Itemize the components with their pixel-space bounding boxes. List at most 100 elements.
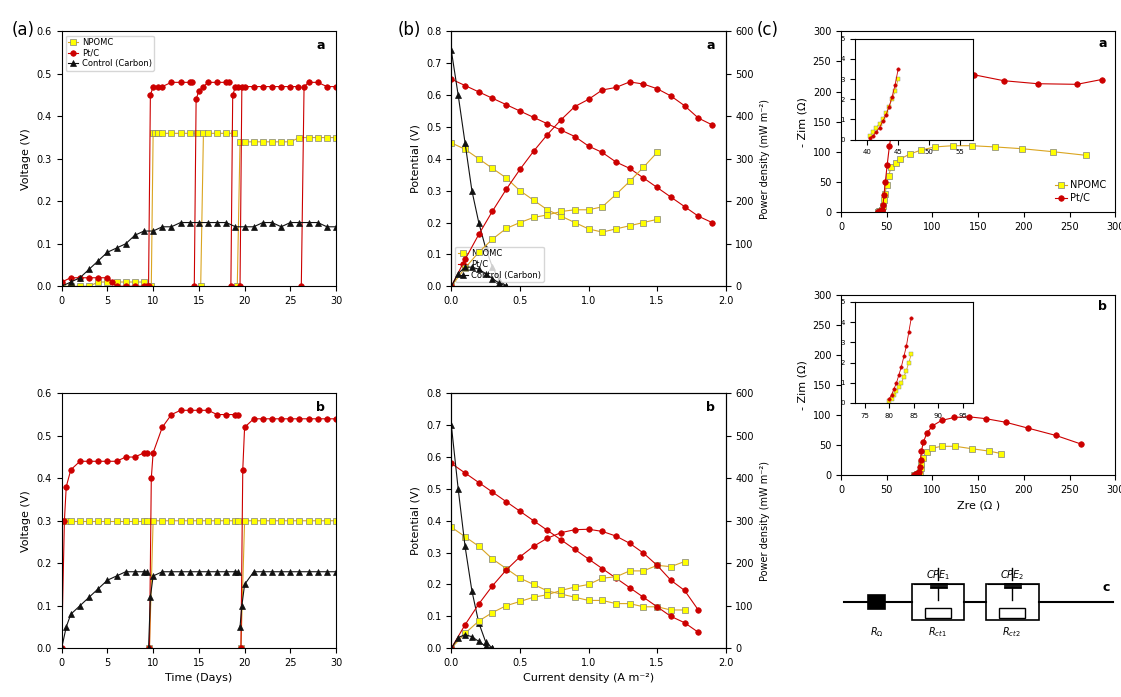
Pt/C [650, 183, 664, 192]
X-axis label: Time (Days): Time (Days) [165, 673, 232, 684]
Line: Pt/C: Pt/C [448, 77, 715, 225]
NPOMC [876, 206, 889, 214]
Y-axis label: Voltage (V): Voltage (V) [21, 490, 31, 551]
Control (Carbon) [479, 244, 492, 252]
NPOMC [595, 228, 609, 236]
Pt/C [485, 94, 499, 102]
Text: $R_{ct2}$: $R_{ct2}$ [1002, 625, 1021, 638]
NPOMC [527, 196, 540, 204]
NPOMC [874, 206, 888, 215]
NPOMC [928, 143, 942, 151]
Text: c: c [1103, 581, 1110, 594]
NPOMC [884, 162, 898, 171]
Control (Carbon) [192, 218, 205, 227]
Legend: NPOMC, Pt/C, Control (Carbon): NPOMC, Pt/C, Control (Carbon) [66, 36, 155, 71]
Pt/C [872, 208, 886, 216]
Pt/C [878, 191, 891, 199]
Text: a: a [706, 39, 715, 52]
NPOMC [458, 145, 472, 153]
Control (Carbon) [220, 218, 233, 227]
NPOMC [101, 278, 114, 286]
Pt/C [513, 107, 527, 115]
NPOMC [568, 218, 582, 227]
Control (Carbon) [452, 91, 465, 99]
Control (Carbon) [165, 222, 178, 231]
NPOMC [55, 282, 68, 291]
NPOMC [893, 155, 907, 163]
Pt/C [73, 274, 86, 282]
NPOMC [915, 146, 928, 154]
NPOMC [485, 164, 499, 173]
NPOMC [623, 222, 637, 230]
NPOMC [1047, 148, 1060, 156]
Pt/C [664, 193, 677, 201]
NPOMC [880, 181, 893, 189]
NPOMC [128, 278, 141, 286]
Line: NPOMC: NPOMC [876, 143, 1088, 215]
Text: a: a [1099, 37, 1108, 49]
Control (Carbon) [229, 222, 242, 231]
Control (Carbon) [247, 222, 260, 231]
Bar [999, 608, 1025, 618]
Control (Carbon) [73, 274, 86, 282]
Legend: NPOMC, Pt/C, Control (Carbon): NPOMC, Pt/C, Control (Carbon) [455, 247, 544, 282]
Pt/C [445, 75, 458, 84]
NPOMC [878, 196, 891, 204]
Control (Carbon) [119, 240, 132, 248]
Legend: NPOMC, Pt/C: NPOMC, Pt/C [1051, 176, 1111, 207]
Line: Control (Carbon): Control (Carbon) [448, 47, 509, 289]
Pt/C [458, 82, 472, 90]
Pt/C [705, 218, 719, 227]
Y-axis label: Power density (mW m⁻²): Power density (mW m⁻²) [760, 99, 769, 219]
Pt/C [678, 202, 692, 210]
Control (Carbon) [445, 46, 458, 54]
NPOMC [946, 141, 960, 150]
NPOMC [609, 224, 622, 233]
NPOMC [73, 282, 86, 291]
NPOMC [513, 187, 527, 195]
NPOMC [110, 278, 123, 286]
Control (Carbon) [211, 218, 224, 227]
Text: a: a [316, 39, 325, 52]
Text: $R_\Omega$: $R_\Omega$ [870, 625, 883, 638]
Control (Carbon) [128, 231, 141, 240]
NPOMC [445, 139, 458, 147]
Control (Carbon) [302, 218, 315, 227]
Pt/C [874, 206, 888, 215]
NPOMC [988, 143, 1001, 151]
Pt/C [137, 282, 150, 291]
Pt/C [876, 206, 889, 214]
Line: NPOMC: NPOMC [59, 279, 147, 289]
Pt/C [921, 70, 935, 79]
Control (Carbon) [500, 282, 513, 291]
Bar [925, 608, 951, 618]
Control (Carbon) [257, 218, 270, 227]
Pt/C [893, 96, 907, 105]
Pt/C [877, 201, 890, 209]
NPOMC [1016, 144, 1029, 153]
Pt/C [105, 278, 119, 286]
Control (Carbon) [55, 282, 68, 291]
Y-axis label: Voltage (V): Voltage (V) [21, 128, 31, 190]
Pt/C [637, 174, 650, 182]
Text: $CPE_2$: $CPE_2$ [1000, 568, 1025, 582]
Pt/C [82, 274, 95, 282]
NPOMC [872, 208, 886, 216]
NPOMC [872, 207, 886, 215]
Pt/C [623, 164, 637, 173]
Text: b: b [1099, 300, 1108, 313]
Control (Carbon) [275, 222, 288, 231]
Control (Carbon) [82, 265, 95, 273]
Pt/C [967, 70, 981, 79]
Control (Carbon) [492, 276, 506, 284]
Pt/C [997, 77, 1010, 85]
Pt/C [110, 282, 123, 291]
NPOMC [878, 190, 891, 198]
Control (Carbon) [465, 187, 479, 195]
Control (Carbon) [156, 222, 169, 231]
Control (Carbon) [238, 222, 251, 231]
Pt/C [64, 274, 77, 282]
Text: $CPE_1$: $CPE_1$ [926, 568, 951, 582]
Pt/C [582, 142, 595, 151]
NPOMC [874, 207, 888, 215]
